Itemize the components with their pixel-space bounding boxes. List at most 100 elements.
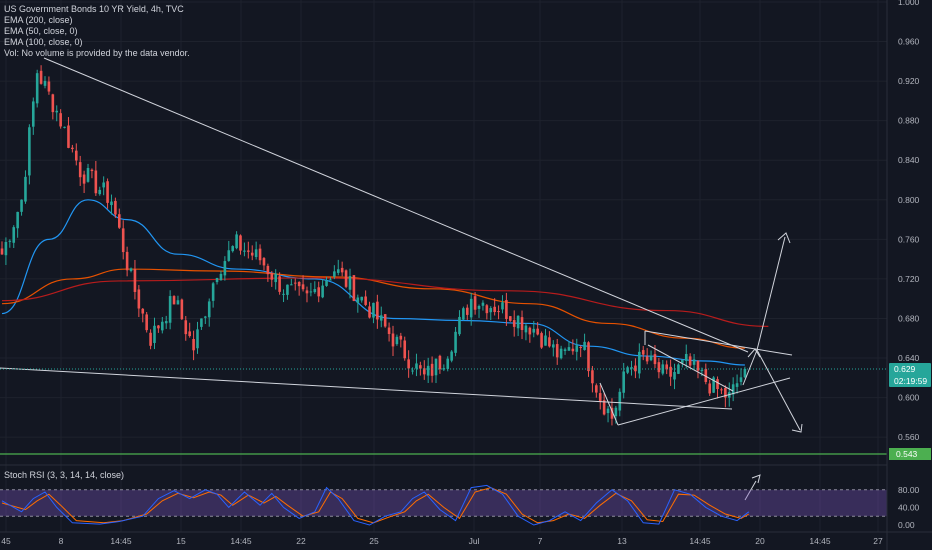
candle [297, 282, 301, 287]
stoch-arrow-head [751, 474, 761, 484]
candle [223, 261, 227, 276]
candle [266, 265, 270, 275]
candle [313, 289, 317, 293]
y-tick-label: 0.560 [898, 432, 920, 442]
candle [360, 296, 364, 301]
candle [196, 329, 199, 349]
arrow-head-up [777, 232, 791, 244]
candle [743, 368, 747, 378]
candle [469, 298, 473, 318]
candle [63, 126, 66, 128]
candle [106, 181, 109, 203]
x-tick-label: 14:45 [110, 536, 132, 546]
stoch-legend: Stoch RSI (3, 3, 14, 14, close) [4, 470, 125, 480]
ema-lines [1, 199, 769, 366]
candle [137, 289, 141, 309]
x-tick-label: 13 [617, 536, 627, 546]
price-tag-value: 0.629 [894, 364, 916, 374]
candle [282, 293, 285, 295]
x-tick-label: Jul [469, 536, 480, 546]
ema50-line [1, 199, 745, 366]
candle [489, 308, 493, 313]
candle [47, 81, 51, 92]
candle [458, 316, 461, 335]
candle [462, 308, 465, 320]
x-tick-label: 15 [176, 536, 186, 546]
y-tick-label: 0.760 [898, 234, 920, 244]
x-tick-label: 45 [1, 536, 11, 546]
candle [121, 228, 125, 253]
price-tag [889, 362, 931, 387]
candle [55, 110, 59, 113]
candle [618, 391, 622, 411]
candle [415, 363, 418, 369]
arrow-path-up-2 [756, 236, 786, 351]
arrow-path-up-1 [742, 349, 758, 386]
candle [250, 252, 254, 256]
candle [450, 351, 453, 361]
candle [235, 234, 238, 249]
triangle-upper-side [644, 330, 793, 356]
candle [520, 317, 524, 330]
x-tick-label: 14:45 [809, 536, 831, 546]
candle [94, 170, 98, 194]
candle [188, 331, 191, 337]
candle [481, 302, 485, 306]
y-tick-label: 0.840 [898, 155, 920, 165]
candle [184, 320, 188, 335]
candle [43, 80, 47, 86]
candle [716, 379, 719, 390]
candle [301, 284, 305, 290]
candle [8, 240, 12, 242]
candle [653, 354, 657, 365]
stoch-y-tick-label: 0.00 [898, 520, 915, 530]
candle [383, 314, 387, 327]
candle [247, 250, 250, 252]
price-tag-countdown: 02:19:59 [894, 376, 927, 386]
candle [649, 355, 653, 361]
ema100-line [1, 268, 745, 349]
candle [149, 332, 152, 346]
candle [243, 250, 246, 252]
legend-title: US Government Bonds 10 YR Yield, 4h, TVC [4, 4, 184, 14]
candle [602, 400, 606, 415]
candle [336, 269, 340, 273]
candle [465, 307, 469, 315]
stoch-y-tick-label: 80.00 [898, 485, 920, 495]
trendline-upper-long [43, 57, 749, 353]
candle [555, 344, 559, 358]
candle [712, 377, 715, 393]
candle [387, 327, 391, 335]
x-tick-label: 8 [59, 536, 64, 546]
triangle-lower-side [617, 377, 791, 426]
legend-ema50: EMA (50, close, 0) [4, 26, 78, 36]
candle [575, 345, 579, 352]
candle [90, 169, 94, 172]
candle [657, 362, 661, 373]
ema200-line [1, 277, 769, 328]
candle [239, 235, 242, 251]
candle [673, 371, 676, 380]
candle [192, 338, 195, 351]
candle [595, 385, 598, 393]
stoch-arrow-line [744, 480, 757, 501]
candle [446, 358, 450, 369]
x-tick-label: 25 [369, 536, 379, 546]
candle [485, 305, 489, 314]
candle [669, 366, 672, 377]
candles [0, 65, 747, 426]
arrow-head-mid [747, 348, 761, 358]
candle [598, 393, 602, 402]
drawings [0, 57, 887, 501]
candle [31, 101, 35, 127]
candle [231, 246, 234, 252]
candle [399, 335, 403, 340]
y-tick-label: 0.720 [898, 274, 920, 284]
candle [626, 367, 629, 373]
candle [262, 258, 266, 266]
candle [567, 347, 571, 351]
candle [86, 168, 90, 182]
candle [696, 360, 700, 371]
candle [610, 407, 614, 419]
